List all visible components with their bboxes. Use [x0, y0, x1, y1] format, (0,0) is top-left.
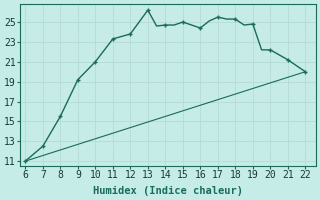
X-axis label: Humidex (Indice chaleur): Humidex (Indice chaleur) [93, 186, 243, 196]
